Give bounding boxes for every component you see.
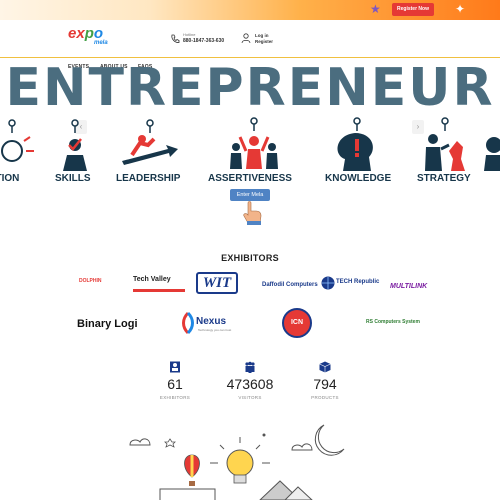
idea-illustration xyxy=(129,424,345,500)
skill-label-skills: SKILLS xyxy=(55,173,91,184)
skills-icon xyxy=(63,119,87,171)
visitors-count: 473608 xyxy=(226,376,274,392)
site-header: expo mela Hotline 880-1847-363-630 Log i… xyxy=(0,20,500,58)
visitors-label: VISITORS xyxy=(238,395,262,400)
knowledge-icon xyxy=(337,117,373,171)
skill-label-leadership: LEADERSHIP xyxy=(116,173,181,184)
nav-about-us[interactable]: ABOUT US xyxy=(100,64,128,70)
leadership-icon xyxy=(122,119,178,165)
skill-label-assertiveness: ASSERTIVENESS xyxy=(208,173,292,184)
exhibitor-logo-daffodil[interactable]: Daffodil Computers xyxy=(262,282,318,288)
enter-mela-button[interactable]: Enter Mela xyxy=(230,189,270,201)
exhibitor-logo-icn[interactable]: ICN xyxy=(282,308,312,338)
expo-mela-logo[interactable]: expo xyxy=(68,25,104,42)
star-icon: ★ xyxy=(370,2,381,16)
skill-label-ation: ATION xyxy=(0,173,20,184)
banner-title: ENTREPRENEUR xyxy=(5,58,495,118)
register-link[interactable]: Register xyxy=(255,39,274,44)
partial-skill-icon xyxy=(484,137,500,171)
logo-subtitle: mela xyxy=(94,40,108,46)
slider-next-arrow[interactable]: › xyxy=(412,120,424,134)
products-count: 794 xyxy=(313,376,337,392)
nav-events[interactable]: EVENTS xyxy=(68,64,90,70)
pointing-hand-icon xyxy=(243,201,262,225)
exhibitor-logo-rs-computers[interactable]: RS Computers System xyxy=(366,319,420,325)
nav-faqs[interactable]: FAQS xyxy=(138,64,153,70)
exhibitors-title: EXHIBITORS xyxy=(221,253,279,263)
exhibitor-logo-wit[interactable]: WIT xyxy=(196,272,238,294)
skill-label-knowledge: KNOWLEDGE xyxy=(325,173,392,184)
hotline-number[interactable]: 880-1847-363-630 xyxy=(183,38,225,44)
skill-label-strategy: STRATEGY xyxy=(417,173,471,184)
strategy-icon xyxy=(425,117,465,171)
user-icon[interactable] xyxy=(241,33,251,44)
exhibitor-logo-binary-logic[interactable]: Binary Logi xyxy=(77,318,138,330)
exhibitor-logo-tech-republic[interactable]: TECH Republic xyxy=(336,279,380,285)
phone-icon xyxy=(171,34,180,43)
exhibitors-count: 61 xyxy=(167,376,183,392)
exhibitor-logo-dolphin[interactable]: DOLPHIN xyxy=(79,278,102,284)
nexus-tagline: Technology you can trust xyxy=(198,328,232,332)
exhibitors-label: EXHIBITORS xyxy=(159,395,191,400)
exhibitor-icon xyxy=(170,361,180,373)
lightbulb-icon xyxy=(1,119,34,162)
globe-icon xyxy=(321,276,335,290)
visitors-icon xyxy=(245,361,255,373)
register-now-button[interactable]: Register Now xyxy=(392,3,434,16)
confetti-icon: ✦ xyxy=(455,2,466,16)
assertiveness-icon xyxy=(230,117,278,169)
hotline-label: Hotline xyxy=(183,32,196,37)
top-bar: ★ ✦ Register Now xyxy=(0,0,500,20)
products-label: PRODUCTS xyxy=(311,395,339,400)
login-link[interactable]: Log in xyxy=(255,33,269,38)
products-icon xyxy=(319,361,331,373)
exhibitor-logo-multilink[interactable]: MULTILINK xyxy=(390,283,428,290)
nexus-logo-icon xyxy=(182,311,194,335)
exhibitor-logo-tech-valley[interactable]: Tech Valley xyxy=(133,274,185,292)
exhibitor-logo-nexus[interactable]: Nexus xyxy=(196,316,227,327)
